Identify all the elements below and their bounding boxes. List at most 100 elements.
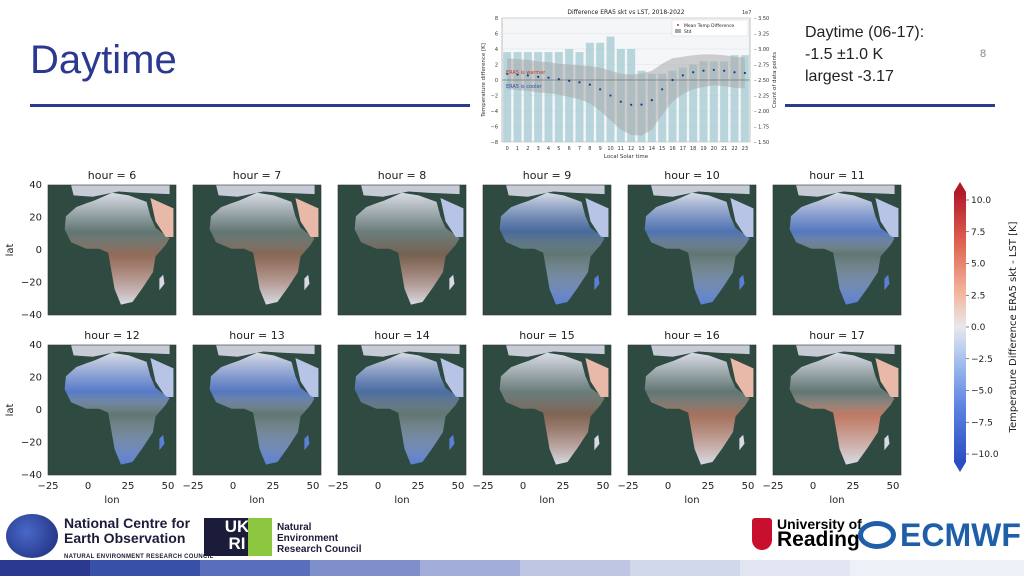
chart-xtick-label: 2 [526, 146, 529, 152]
map-panel-title: hour = 9 [523, 169, 571, 182]
map-panel: hour = 12 [47, 329, 177, 476]
chart-xtick-label: 18 [690, 146, 696, 152]
colorbar-tick-label: 0.0 [971, 323, 986, 333]
chart-xtick-label: 12 [628, 146, 634, 152]
chart-count-bar [503, 52, 512, 142]
map-grid: hour = 6 40 20 0 −20 −40 lat hour = 7 hour = 8 ho… [5, 169, 902, 506]
chart-ytick-label: 8 [495, 16, 498, 22]
map-madagascar [449, 434, 455, 451]
map-xtick-label: −25 [762, 481, 783, 492]
chart-y2tick-label: – 2.00 [754, 109, 769, 115]
map-xtick-label: 25 [412, 481, 425, 492]
chart-std-band [507, 54, 745, 136]
map-madagascar [159, 434, 165, 451]
map-europe [216, 345, 315, 357]
map-arabia [295, 198, 319, 237]
map-europe [361, 185, 460, 197]
map-ytick-label: 0 [36, 405, 42, 416]
chart-ytick-label: 6 [495, 32, 498, 38]
colorbar-tick-label: −10.0 [971, 450, 999, 460]
chart-count-bar [699, 61, 708, 142]
chart-mean-point [578, 81, 581, 84]
summary-line-1: Daytime (06-17): [805, 24, 925, 41]
map-madagascar [159, 274, 165, 291]
map-madagascar [304, 274, 310, 291]
map-ytick-label: −40 [21, 470, 42, 481]
chart-y2tick-label: – 2.25 [754, 94, 769, 100]
map-xlabel: lon [104, 495, 119, 506]
map-panel: hour = 6 [47, 169, 177, 316]
chart-xtick-label: 3 [537, 146, 540, 152]
map-xtick-label: 0 [375, 481, 381, 492]
map-africa [789, 192, 895, 305]
chart-mean-point [547, 76, 550, 79]
chart-xtick-label: 7 [578, 146, 581, 152]
title-rule-left [30, 104, 470, 107]
chart-ytick-label: 4 [495, 47, 498, 53]
chart-xtick-label: 5 [557, 146, 560, 152]
chart-xtick-label: 9 [599, 146, 602, 152]
map-panel: hour = 11 [772, 169, 902, 316]
map-madagascar [594, 274, 600, 291]
chart-legend-mean: Mean Temp Difference [684, 23, 735, 29]
map-africa [64, 352, 170, 465]
chart-y2tick-label: – 1.75 [754, 125, 769, 131]
map-africa [644, 352, 750, 465]
map-ylabel: lat [5, 404, 16, 417]
map-arabia [875, 358, 899, 397]
footer-color-bar [0, 560, 1024, 576]
map-ylabel: lat [5, 244, 16, 257]
map-arabia [150, 198, 174, 237]
map-africa [789, 352, 895, 465]
map-europe [651, 185, 750, 197]
map-arabia [440, 198, 464, 237]
map-panel-title: hour = 6 [88, 169, 136, 182]
colorbar-tick-label: −7.5 [971, 418, 993, 428]
chart-count-bar [513, 52, 522, 142]
map-ytick-label: 40 [29, 340, 42, 351]
map-xtick-label: −25 [37, 481, 58, 492]
map-xlabel: lon [539, 495, 554, 506]
chart-count-bar [740, 55, 749, 143]
nerc-logo: Natural Environment Research Council [277, 522, 362, 555]
map-xtick-label: 25 [122, 481, 135, 492]
map-xtick-label: 50 [307, 481, 320, 492]
chart-mean-point [712, 68, 715, 72]
map-arabia [150, 358, 174, 397]
chart-count-bar [523, 52, 532, 142]
map-xtick-label: 25 [557, 481, 570, 492]
chart-y2tick-label: – 2.50 [754, 78, 769, 84]
map-xtick-label: −25 [327, 481, 348, 492]
colorbar-min-arrow [954, 462, 966, 472]
summary-line-3: largest -3.17 [805, 68, 894, 85]
map-madagascar [884, 274, 890, 291]
chart-mean-point [702, 69, 705, 72]
chart-mean-point [650, 99, 653, 102]
chart-mean-point [661, 88, 664, 91]
chart-count-bar [689, 64, 698, 142]
map-panel-title: hour = 14 [374, 329, 429, 342]
map-xtick-label: 0 [85, 481, 91, 492]
map-xlabel: lon [829, 495, 844, 506]
map-xlabel: lon [394, 495, 409, 506]
ukri-green-block [248, 518, 272, 556]
map-xtick-label: 0 [230, 481, 236, 492]
chart-legend-std: Std [684, 29, 692, 35]
chart-xtick-label: 23 [742, 146, 748, 152]
map-arabia [585, 198, 609, 237]
chart-mean-point [743, 71, 746, 75]
map-panel: hour = 8 [337, 169, 467, 316]
map-madagascar [449, 274, 455, 291]
map-xlabel: lon [249, 495, 264, 506]
map-europe [506, 185, 605, 197]
chart-mean-point [516, 73, 519, 76]
map-arabia [730, 198, 754, 237]
chart-title: Difference ERA5 skt vs LST, 2018-2022 [567, 9, 684, 16]
ecmwf-swirl-icon [858, 521, 896, 549]
map-xtick-label: 0 [810, 481, 816, 492]
map-africa [354, 192, 460, 305]
map-panel: hour = 14 [337, 329, 467, 476]
chart-count-bar [720, 61, 729, 142]
colorbar-tick-label: 7.5 [971, 228, 985, 238]
